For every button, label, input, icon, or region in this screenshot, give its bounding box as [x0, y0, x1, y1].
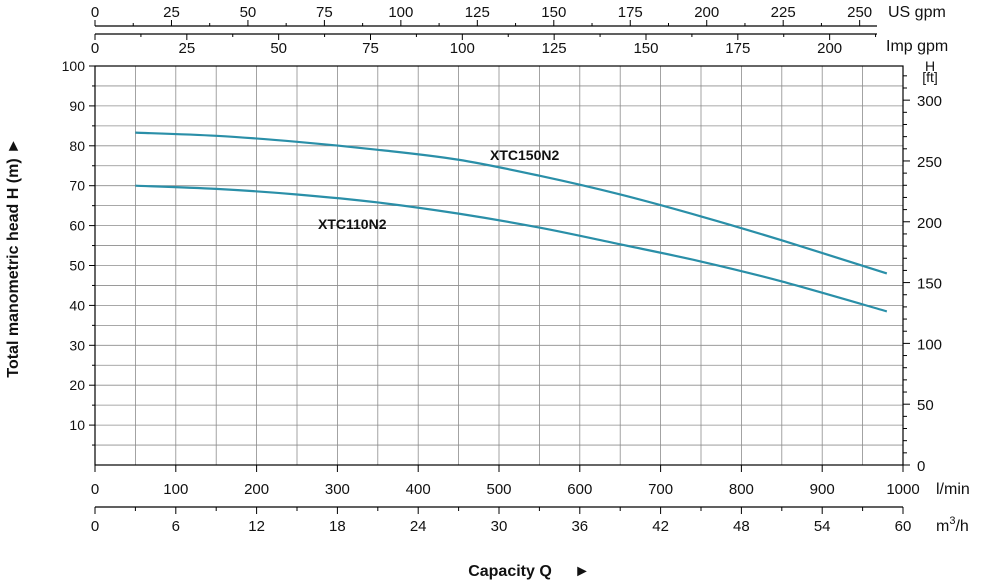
series-label-xtc110n2: XTC110N2 — [318, 216, 387, 232]
y-tick-label: 40 — [69, 297, 85, 313]
y-axis-title: Total manometric head H (m) — [5, 158, 22, 377]
ft-tick-label: 200 — [917, 215, 942, 232]
y-axis-title-arrow: ► — [5, 138, 22, 154]
m3h-tick-label: 12 — [248, 518, 265, 535]
impgpm-tick-label: 125 — [542, 40, 567, 57]
x-axis-title: Capacity Q — [468, 563, 552, 580]
m3h-tick-label: 0 — [91, 518, 99, 535]
x-tick-label: 600 — [567, 481, 592, 498]
x-unit-label: l/min — [936, 481, 970, 498]
m3h-tick-label: 54 — [814, 518, 831, 535]
y-tick-label: 30 — [69, 337, 85, 353]
x-tick-label: 100 — [163, 481, 188, 498]
y-tick-label: 60 — [69, 218, 85, 234]
usgpm-tick-label: 175 — [618, 4, 643, 21]
series-label-xtc150n2: XTC150N2 — [490, 147, 559, 163]
usgpm-tick-label: 0 — [91, 4, 99, 21]
m3h-tick-label: 6 — [172, 518, 180, 535]
usgpm-tick-label: 250 — [847, 4, 872, 21]
m3h-tick-label: 18 — [329, 518, 346, 535]
y-tick-label: 20 — [69, 377, 85, 393]
ft-tick-label: 300 — [917, 93, 942, 110]
ft-tick-label: 0 — [917, 458, 925, 475]
series-line-xtc110n2 — [135, 184, 888, 313]
ft-tick-label: 100 — [917, 336, 942, 353]
impgpm-tick-label: 150 — [633, 40, 658, 57]
series-line-xtc150n2 — [135, 131, 888, 275]
ft-unit-bottom: [ft] — [922, 69, 938, 85]
x-tick-label: 300 — [325, 481, 350, 498]
usgpm-tick-label: 200 — [694, 4, 719, 21]
m3h-tick-label: 48 — [733, 518, 750, 535]
x-tick-label: 0 — [91, 481, 99, 498]
usgpm-tick-label: 125 — [465, 4, 490, 21]
grid — [94, 65, 904, 466]
impgpm-tick-label: 25 — [178, 40, 195, 57]
ft-tick-label: 50 — [917, 397, 934, 414]
impgpm-unit-label: Imp gpm — [886, 38, 948, 55]
usgpm-unit-label: US gpm — [888, 4, 946, 21]
x-tick-label: 800 — [729, 481, 754, 498]
impgpm-tick-label: 200 — [817, 40, 842, 57]
usgpm-tick-label: 75 — [316, 4, 333, 21]
impgpm-tick-label: 50 — [270, 40, 287, 57]
m3h-tick-label: 24 — [410, 518, 427, 535]
m3h-tick-label: 42 — [652, 518, 669, 535]
usgpm-tick-label: 50 — [240, 4, 257, 21]
m3h-unit-label: m3/h — [936, 515, 969, 535]
y-tick-label: 90 — [69, 98, 85, 114]
m3h-tick-label: 36 — [571, 518, 588, 535]
impgpm-tick-label: 0 — [91, 40, 99, 57]
labels: XTC150N2 XTC110N2 — [318, 147, 559, 232]
x-tick-label: 400 — [406, 481, 431, 498]
ft-tick-label: 150 — [917, 276, 942, 293]
y-tick-label: 50 — [69, 258, 85, 274]
y-tick-label: 80 — [69, 138, 85, 154]
m3h-tick-label: 30 — [491, 518, 508, 535]
x-tick-label: 200 — [244, 481, 269, 498]
impgpm-tick-label: 75 — [362, 40, 379, 57]
x-tick-label: 900 — [810, 481, 835, 498]
usgpm-tick-label: 100 — [388, 4, 413, 21]
axes: 102030405060708090100050100150200250300H… — [62, 4, 970, 535]
impgpm-tick-label: 175 — [725, 40, 750, 57]
usgpm-tick-label: 150 — [541, 4, 566, 21]
impgpm-tick-label: 100 — [450, 40, 475, 57]
x-tick-label: 500 — [486, 481, 511, 498]
x-axis-title-arrow: ► — [574, 563, 590, 580]
y-tick-label: 100 — [62, 58, 86, 74]
x-tick-label: 1000 — [886, 481, 919, 498]
ft-tick-label: 250 — [917, 154, 942, 171]
usgpm-tick-label: 225 — [771, 4, 796, 21]
y-tick-label: 10 — [69, 417, 85, 433]
y-tick-label: 70 — [69, 178, 85, 194]
x-tick-label: 700 — [648, 481, 673, 498]
ft-unit-top: H — [925, 58, 935, 74]
curves — [135, 131, 888, 313]
usgpm-tick-label: 25 — [163, 4, 180, 21]
m3h-tick-label: 60 — [895, 518, 912, 535]
